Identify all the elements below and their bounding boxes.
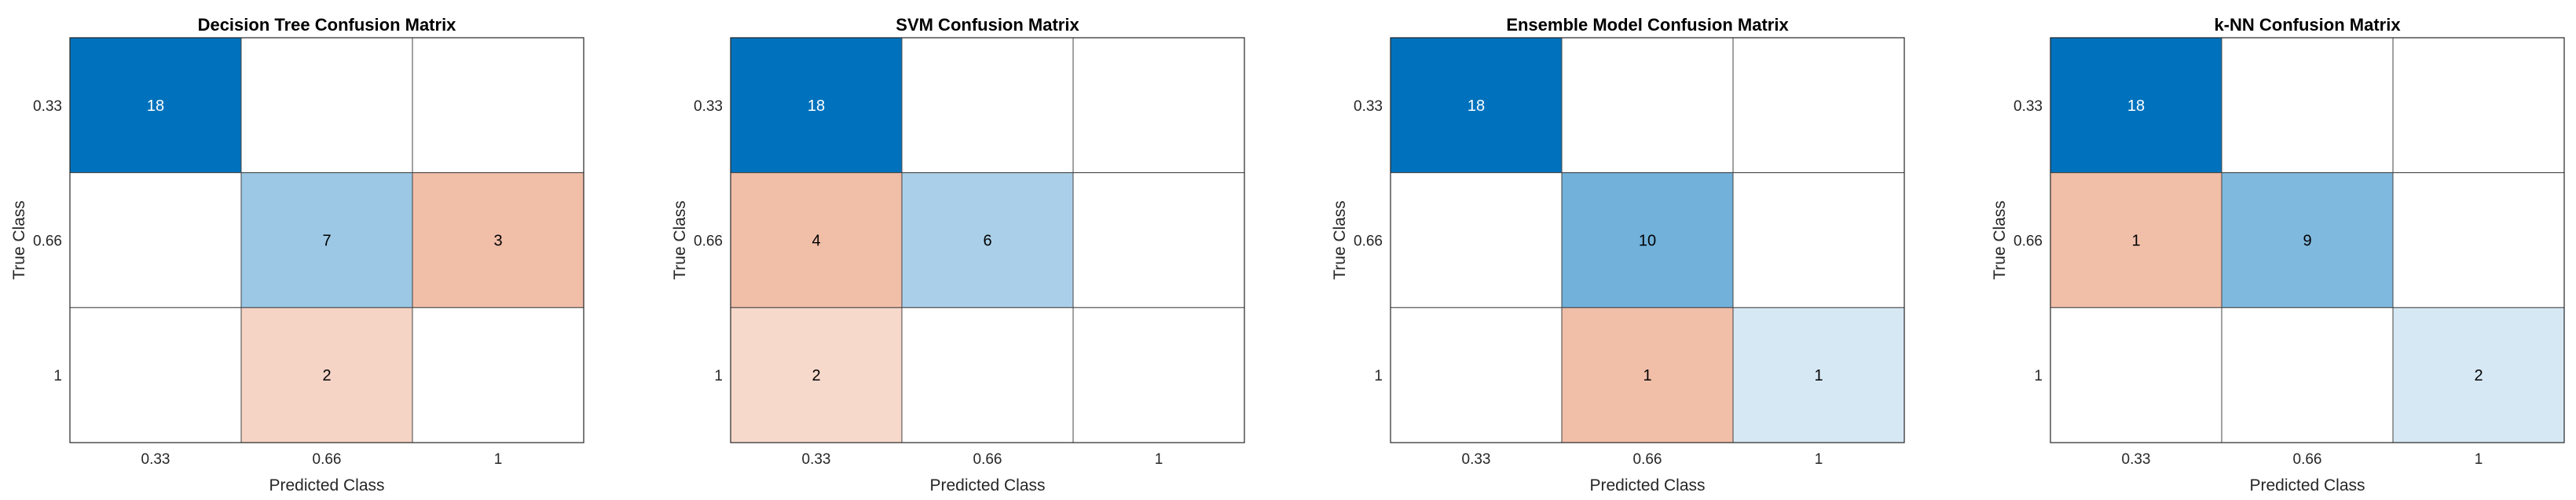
matrix-cell-value: 2 xyxy=(2474,367,2483,384)
matrix-cell-value: 6 xyxy=(983,233,991,250)
matrix-cell-value: 2 xyxy=(812,367,820,384)
matrix-cell-value: 3 xyxy=(493,233,502,250)
matrix-cell-r1-c2 xyxy=(1561,37,1734,174)
y-tick-label: 0.33 xyxy=(1354,98,1383,115)
x-tick-label: 1 xyxy=(2475,451,2483,468)
matrix-cell-r3-c1 xyxy=(730,307,903,443)
y-tick-label: 0.66 xyxy=(2014,233,2043,250)
matrix-cell-r1-c2 xyxy=(240,37,413,174)
y-tick-label: 0.66 xyxy=(1354,233,1383,250)
matrix-cell-r2-c1 xyxy=(2050,172,2222,308)
matrix-cell-r3-c1 xyxy=(1390,307,1563,443)
y-axis-label: True Class xyxy=(10,200,28,280)
x-tick-label: 1 xyxy=(1155,451,1163,468)
matrix-cell-r1-c1 xyxy=(1390,37,1563,174)
x-tick-label: 0.33 xyxy=(1462,451,1491,468)
y-axis-label: True Class xyxy=(671,200,689,280)
x-tick-label: 0.66 xyxy=(1633,451,1662,468)
matrix-cell-value: 1 xyxy=(1643,367,1651,384)
x-tick-label: 0.33 xyxy=(2122,451,2151,468)
matrix-cell-value: 4 xyxy=(812,233,820,250)
y-tick-label: 0.66 xyxy=(33,233,62,250)
matrix-cell-r1-c3 xyxy=(1072,37,1245,174)
x-tick-label: 0.66 xyxy=(973,451,1002,468)
matrix-cell-r1-c1 xyxy=(69,37,242,174)
plot-frame xyxy=(2050,37,2565,443)
matrix-cell-r2-c1 xyxy=(1390,172,1563,308)
y-tick-label: 1 xyxy=(2034,368,2043,384)
matrix-cell-r3-c1 xyxy=(69,307,242,443)
confusion-matrix-panel-3: 18 10 1 1 Ensemble Model Confusion Matrix 0.3… xyxy=(1331,15,1905,494)
matrix-cell-value: 1 xyxy=(1814,367,1823,384)
matrix-cell-value: 2 xyxy=(322,367,331,384)
matrix-cell-r3-c3 xyxy=(412,307,584,443)
matrix-cell-value: 18 xyxy=(1468,97,1485,115)
y-tick-label: 1 xyxy=(714,368,723,384)
x-axis-label: Predicted Class xyxy=(929,476,1045,494)
matrix-cell-r3-c3 xyxy=(2392,307,2565,443)
y-tick-label: 0.33 xyxy=(33,98,62,115)
matrix-cell-r3-c2 xyxy=(1561,307,1734,443)
matrix-cell-r2-c3 xyxy=(2392,172,2565,308)
matrix-cell-value: 18 xyxy=(808,97,825,115)
chart-title: Ensemble Model Confusion Matrix xyxy=(1506,15,1789,35)
chart-title: SVM Confusion Matrix xyxy=(896,15,1079,35)
matrix-cell-r3-c2 xyxy=(240,307,413,443)
y-tick-label: 0.66 xyxy=(694,233,723,250)
x-tick-label: 1 xyxy=(494,451,503,468)
chart-title: Decision Tree Confusion Matrix xyxy=(198,15,457,35)
matrix-cell-value: 1 xyxy=(2131,233,2140,250)
matrix-cell-value: 10 xyxy=(1639,233,1656,250)
plot-frame xyxy=(69,37,584,443)
matrix-cell-r1-c2 xyxy=(901,37,1074,174)
x-tick-label: 0.33 xyxy=(802,451,831,468)
y-axis-label: True Class xyxy=(1331,200,1349,280)
matrix-cell-r3-c3 xyxy=(1732,307,1905,443)
matrix-cell-r2-c1 xyxy=(69,172,242,308)
x-axis-label: Predicted Class xyxy=(2249,476,2365,494)
matrix-cell-r2-c2 xyxy=(240,172,413,308)
matrix-cell-r1-c3 xyxy=(412,37,584,174)
matrix-cell-r2-c3 xyxy=(1072,172,1245,308)
matrix-cell-r1-c3 xyxy=(1732,37,1905,174)
matrix-cell-r2-c2 xyxy=(901,172,1074,308)
confusion-matrix-panel-4: 18 1 9 2 k-NN Confusion Matrix 0.33 0.66 1 0.33 0… xyxy=(1991,15,2565,494)
x-tick-label: 1 xyxy=(1815,451,1823,468)
y-axis-label: True Class xyxy=(1991,200,2009,280)
x-axis-label: Predicted Class xyxy=(1589,476,1705,494)
confusion-matrix-panel-1: 18 7 3 2 Decision Tree Confusion Matrix 0.33 0… xyxy=(10,15,584,494)
plot-frame xyxy=(1390,37,1905,443)
matrix-cell-r2-c3 xyxy=(412,172,584,308)
y-tick-label: 1 xyxy=(1374,368,1383,384)
matrix-cell-value: 18 xyxy=(147,97,164,115)
matrix-cell-r3-c2 xyxy=(901,307,1074,443)
confusion-matrix-panel-2: 18 4 6 2 SVM Confusion Matrix 0.33 0.66 1 0.33 0.… xyxy=(671,15,1245,494)
matrix-cell-value: 18 xyxy=(2127,97,2145,115)
matrix-cell-r3-c3 xyxy=(1072,307,1245,443)
x-axis-label: Predicted Class xyxy=(269,476,384,494)
x-tick-label: 0.66 xyxy=(2293,451,2322,468)
matrix-cell-r2-c2 xyxy=(1561,172,1734,308)
matrix-cell-r1-c2 xyxy=(2221,37,2394,174)
matrix-cell-r2-c3 xyxy=(1732,172,1905,308)
matrix-cell-r1-c3 xyxy=(2392,37,2565,174)
y-tick-label: 0.33 xyxy=(694,98,723,115)
matrix-cell-r3-c1 xyxy=(2050,307,2222,443)
matrix-cell-r2-c1 xyxy=(730,172,903,308)
matrix-cell-r3-c2 xyxy=(2221,307,2394,443)
x-tick-label: 0.66 xyxy=(313,451,342,468)
y-tick-label: 0.33 xyxy=(2014,98,2043,115)
matrix-cell-value: 9 xyxy=(2303,233,2311,250)
y-tick-label: 1 xyxy=(53,368,62,384)
chart-title: k-NN Confusion Matrix xyxy=(2214,15,2401,35)
matrix-cell-value: 7 xyxy=(322,233,331,250)
x-tick-label: 0.33 xyxy=(141,451,170,468)
plot-frame xyxy=(730,37,1245,443)
